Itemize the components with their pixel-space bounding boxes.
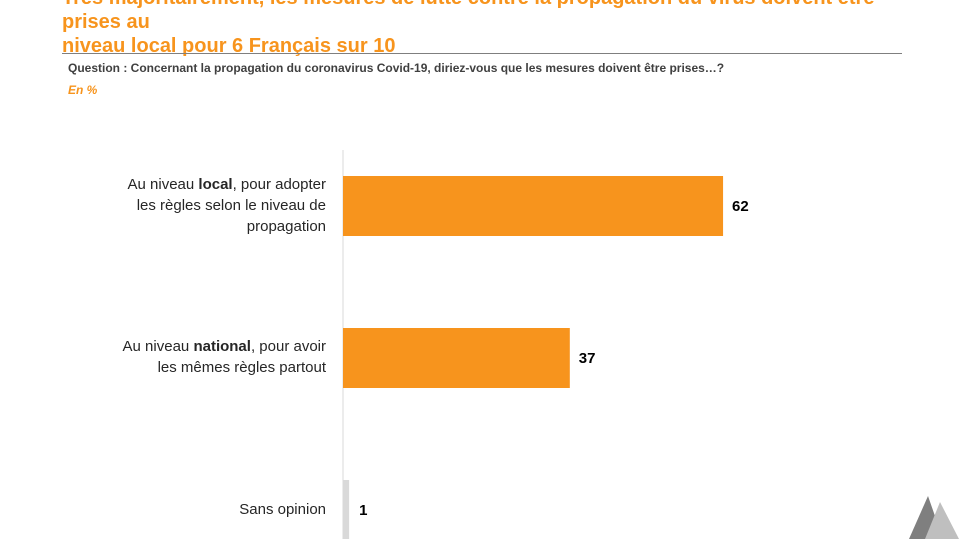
title-line-2: niveau local pour 6 Français sur 10 [62, 35, 396, 57]
bar-3 [343, 480, 350, 539]
title-divider [62, 53, 902, 54]
unit-label: En % [68, 83, 98, 97]
brand-logo-icon [909, 496, 959, 539]
page-title: Très majoritairement, les mesures de lut… [62, 0, 902, 58]
data-label-3: 1 [359, 502, 367, 519]
question-text: Question : Concernant la propagation du … [68, 61, 725, 75]
category-label-2: Au niveau national, pour avoir les mêmes … [122, 338, 326, 376]
category-label-1: Au niveau local, pour adopter les règles … [127, 175, 326, 235]
category-label-3: Sans opinion [239, 500, 326, 518]
logo-light-shape [925, 502, 959, 539]
bar-2 [343, 328, 570, 388]
bar-1 [343, 176, 724, 236]
data-label-2: 37 [579, 350, 596, 367]
title-line-1: Très majoritairement, les mesures de lut… [62, 0, 874, 33]
data-label-1: 62 [732, 198, 749, 215]
